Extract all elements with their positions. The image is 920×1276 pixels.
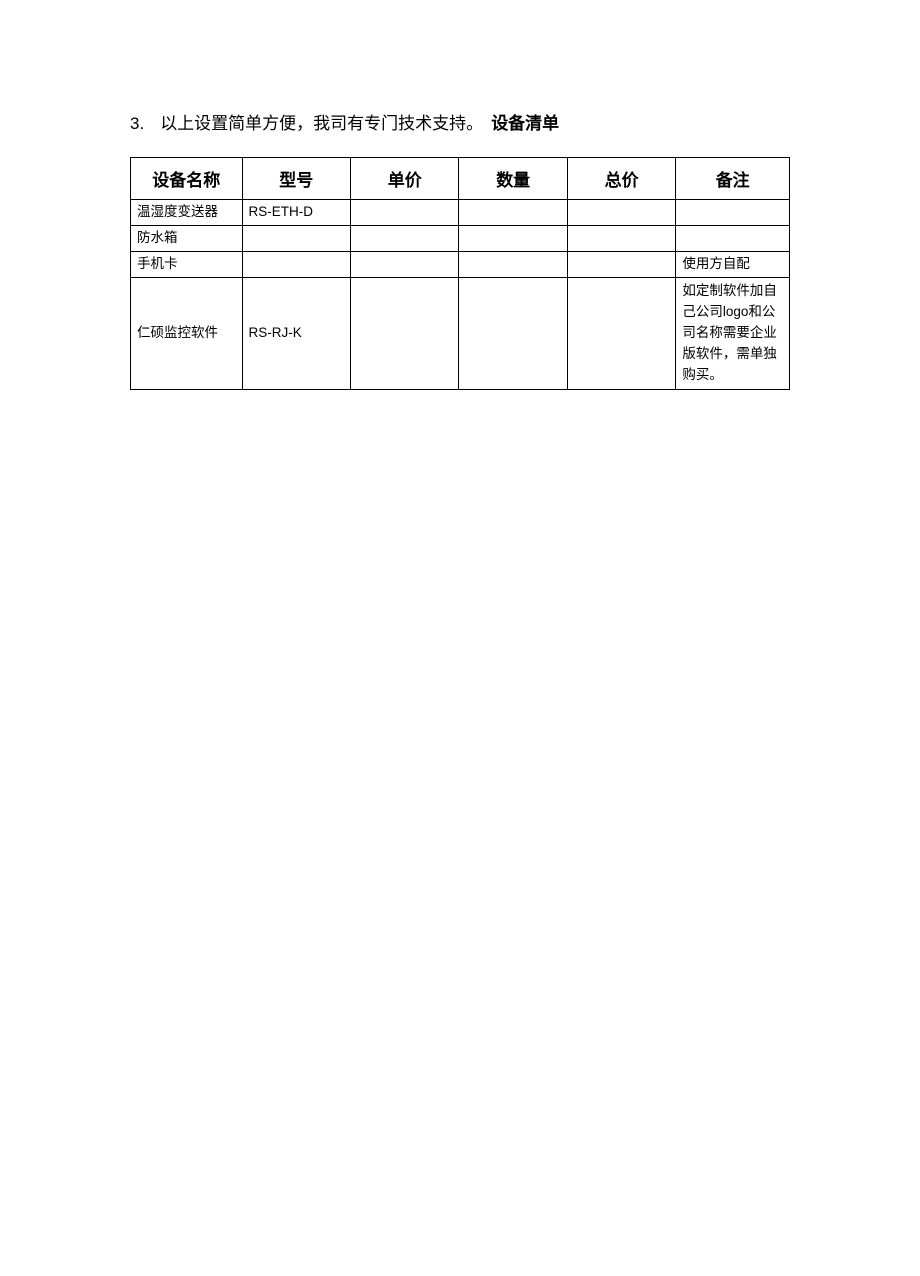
cell-qty xyxy=(459,277,567,389)
cell-note: 如定制软件加自己公司logo和公司名称需要企业版软件，需单独购买。 xyxy=(676,277,790,389)
cell-total xyxy=(567,252,675,278)
table-header-row: 设备名称 型号 单价 数量 总价 备注 xyxy=(131,158,790,200)
cell-price xyxy=(350,226,458,252)
col-header-price: 单价 xyxy=(350,158,458,200)
cell-qty xyxy=(459,200,567,226)
table-row: 仁硕监控软件 RS-RJ-K 如定制软件加自己公司logo和公司名称需要企业版软… xyxy=(131,277,790,389)
table-row: 手机卡 使用方自配 xyxy=(131,252,790,278)
cell-qty xyxy=(459,226,567,252)
cell-note: 使用方自配 xyxy=(676,252,790,278)
table-row: 温湿度变送器 RS-ETH-D xyxy=(131,200,790,226)
cell-price xyxy=(350,277,458,389)
cell-total xyxy=(567,226,675,252)
heading-line: 3. 以上设置简单方便，我司有专门技术支持。设备清单 xyxy=(130,110,790,137)
cell-total xyxy=(567,200,675,226)
col-header-note: 备注 xyxy=(676,158,790,200)
heading-bold: 设备清单 xyxy=(491,114,559,133)
table-row: 防水箱 xyxy=(131,226,790,252)
cell-note xyxy=(676,226,790,252)
cell-model: RS-ETH-D xyxy=(242,200,350,226)
cell-model xyxy=(242,252,350,278)
col-header-model: 型号 xyxy=(242,158,350,200)
col-header-name: 设备名称 xyxy=(131,158,243,200)
cell-name: 仁硕监控软件 xyxy=(131,277,243,389)
cell-name: 防水箱 xyxy=(131,226,243,252)
col-header-qty: 数量 xyxy=(459,158,567,200)
cell-total xyxy=(567,277,675,389)
equipment-table: 设备名称 型号 单价 数量 总价 备注 温湿度变送器 RS-ETH-D 防水箱 … xyxy=(130,157,790,389)
cell-name: 手机卡 xyxy=(131,252,243,278)
cell-qty xyxy=(459,252,567,278)
col-header-total: 总价 xyxy=(567,158,675,200)
cell-name: 温湿度变送器 xyxy=(131,200,243,226)
cell-note xyxy=(676,200,790,226)
heading-number: 3. xyxy=(130,110,144,137)
cell-price xyxy=(350,252,458,278)
cell-model xyxy=(242,226,350,252)
heading-text: 以上设置简单方便，我司有专门技术支持。 xyxy=(160,114,483,133)
cell-model: RS-RJ-K xyxy=(242,277,350,389)
cell-price xyxy=(350,200,458,226)
